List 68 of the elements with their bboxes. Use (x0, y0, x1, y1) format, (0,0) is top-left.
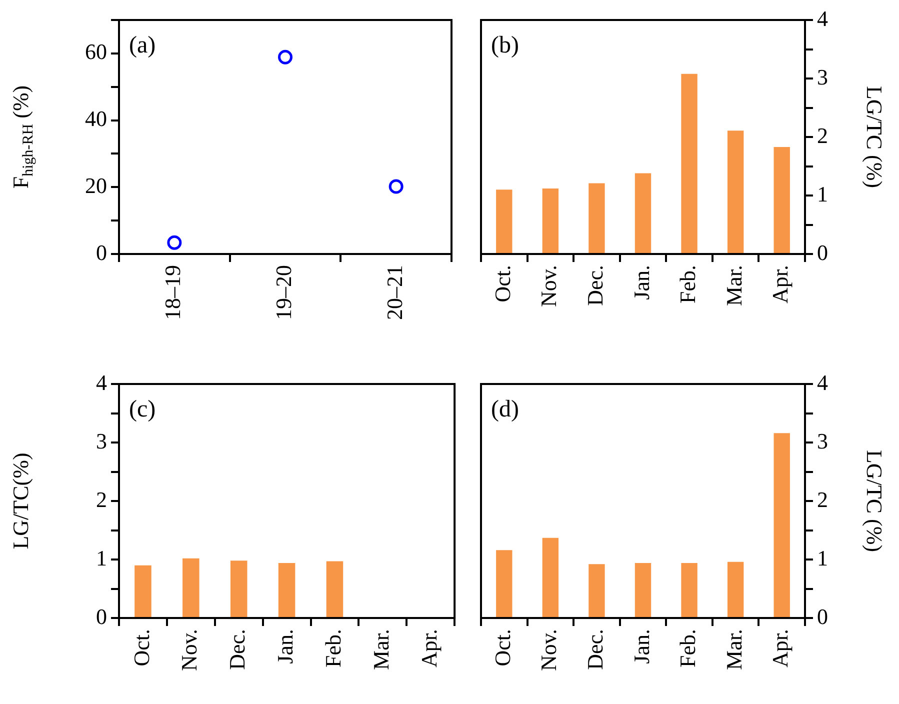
bar (727, 130, 744, 253)
y-tick-label: 60 (85, 39, 107, 64)
y-tick-label: 40 (85, 106, 107, 132)
annotation: (b) (491, 32, 519, 58)
bar (496, 550, 512, 617)
x-tick-label: 20–21 (382, 265, 407, 320)
bar (727, 562, 744, 617)
bar (634, 563, 652, 617)
y2-axis-title: LG/TC (%) (862, 450, 888, 552)
y2-tick-label: 4 (817, 6, 828, 31)
y2-tick-label: 0 (817, 240, 828, 265)
x-tick-label: Jan. (628, 265, 654, 300)
y-tick-label: 3 (96, 428, 107, 454)
bar (588, 564, 605, 617)
y2-tick-label: 2 (817, 486, 828, 512)
y-axis-title: Fhigh-RH (%) (8, 85, 37, 189)
y2-tick-label: 2 (817, 122, 828, 148)
x-tick-label: Dec. (224, 629, 250, 670)
y-tick-label: 20 (85, 172, 107, 198)
bar (588, 183, 605, 253)
y2-tick-label: 3 (817, 64, 828, 90)
y-axis-title: LG/TC(%) (8, 452, 33, 550)
bar (774, 433, 790, 617)
y-tick-label: 4 (96, 370, 107, 395)
x-tick-label: Oct. (490, 265, 515, 302)
x-tick-label: Feb. (320, 629, 346, 668)
y2-axis-title: LG/TC (%) (862, 86, 888, 188)
y-tick-label: 0 (96, 604, 107, 629)
y2-tick-label: 1 (817, 545, 828, 570)
bar (681, 563, 698, 617)
bar (496, 190, 512, 253)
x-tick-label: Mar. (368, 629, 394, 670)
x-tick-label: Jan. (628, 629, 654, 664)
y-tick-label: 0 (96, 240, 107, 265)
x-tick-label: 19–20 (271, 265, 296, 320)
x-tick-label: Apr. (768, 629, 793, 668)
point (167, 235, 182, 250)
x-tick-label: Nov. (176, 629, 202, 671)
y-tick-label: 2 (96, 486, 107, 512)
y2-tick-label: 3 (817, 428, 828, 454)
x-tick-label: Nov. (536, 629, 562, 671)
x-tick-label: Mar. (721, 265, 746, 306)
y2-tick-label: 1 (817, 181, 828, 206)
x-tick-label: Oct. (128, 629, 154, 666)
bar (542, 188, 559, 253)
x-tick-label: 18–19 (160, 265, 186, 320)
x-tick-label: Oct. (490, 629, 515, 666)
x-tick-label: Feb. (675, 265, 700, 304)
annotation: (d) (491, 396, 519, 422)
x-tick-label: Mar. (721, 629, 746, 670)
annotation: (a) (129, 32, 156, 58)
x-tick-label: Dec. (582, 265, 608, 306)
point (278, 50, 292, 64)
bar (634, 173, 652, 253)
y2-tick-label: 4 (817, 370, 828, 395)
x-tick-label: Jan. (272, 629, 298, 664)
x-tick-label: Nov. (536, 265, 562, 307)
bar (774, 146, 790, 253)
bar (681, 74, 698, 253)
x-tick-label: Apr. (768, 265, 793, 304)
y2-tick-label: 0 (817, 604, 828, 629)
x-tick-label: Apr. (416, 629, 442, 668)
annotation: (c) (129, 396, 156, 422)
bar (542, 538, 559, 617)
x-tick-label: Dec. (582, 629, 608, 670)
y-tick-label: 1 (96, 545, 107, 570)
point (388, 179, 404, 194)
x-tick-label: Feb. (675, 629, 700, 668)
